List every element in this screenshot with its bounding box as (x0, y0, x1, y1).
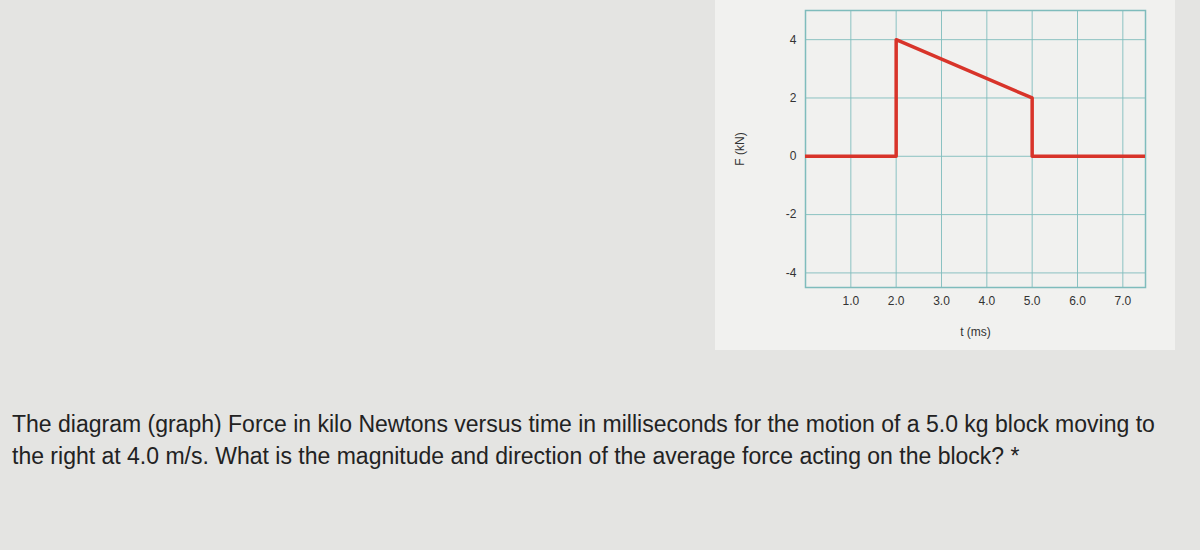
svg-text:4.0: 4.0 (978, 294, 995, 308)
svg-text:7.0: 7.0 (1114, 294, 1131, 308)
svg-text:5.0: 5.0 (1024, 294, 1041, 308)
svg-text:2: 2 (790, 91, 797, 105)
svg-text:6.0: 6.0 (1069, 294, 1086, 308)
html-text:The diagram (graph) Force in k: The diagram (graph) Force in kilo Newton… (12, 411, 1155, 469)
svg-text:-4: -4 (786, 266, 797, 280)
svg-text:t (ms): t (ms) (960, 325, 991, 339)
svg-text:F (kN): F (kN) (733, 132, 747, 165)
svg-text:2.0: 2.0 (888, 294, 905, 308)
svg-text:4: 4 (790, 32, 797, 46)
svg-text:1.0: 1.0 (842, 294, 859, 308)
svg-text:-2: -2 (786, 207, 797, 221)
svg-text:3.0: 3.0 (933, 294, 950, 308)
svg-text:0: 0 (790, 149, 797, 163)
